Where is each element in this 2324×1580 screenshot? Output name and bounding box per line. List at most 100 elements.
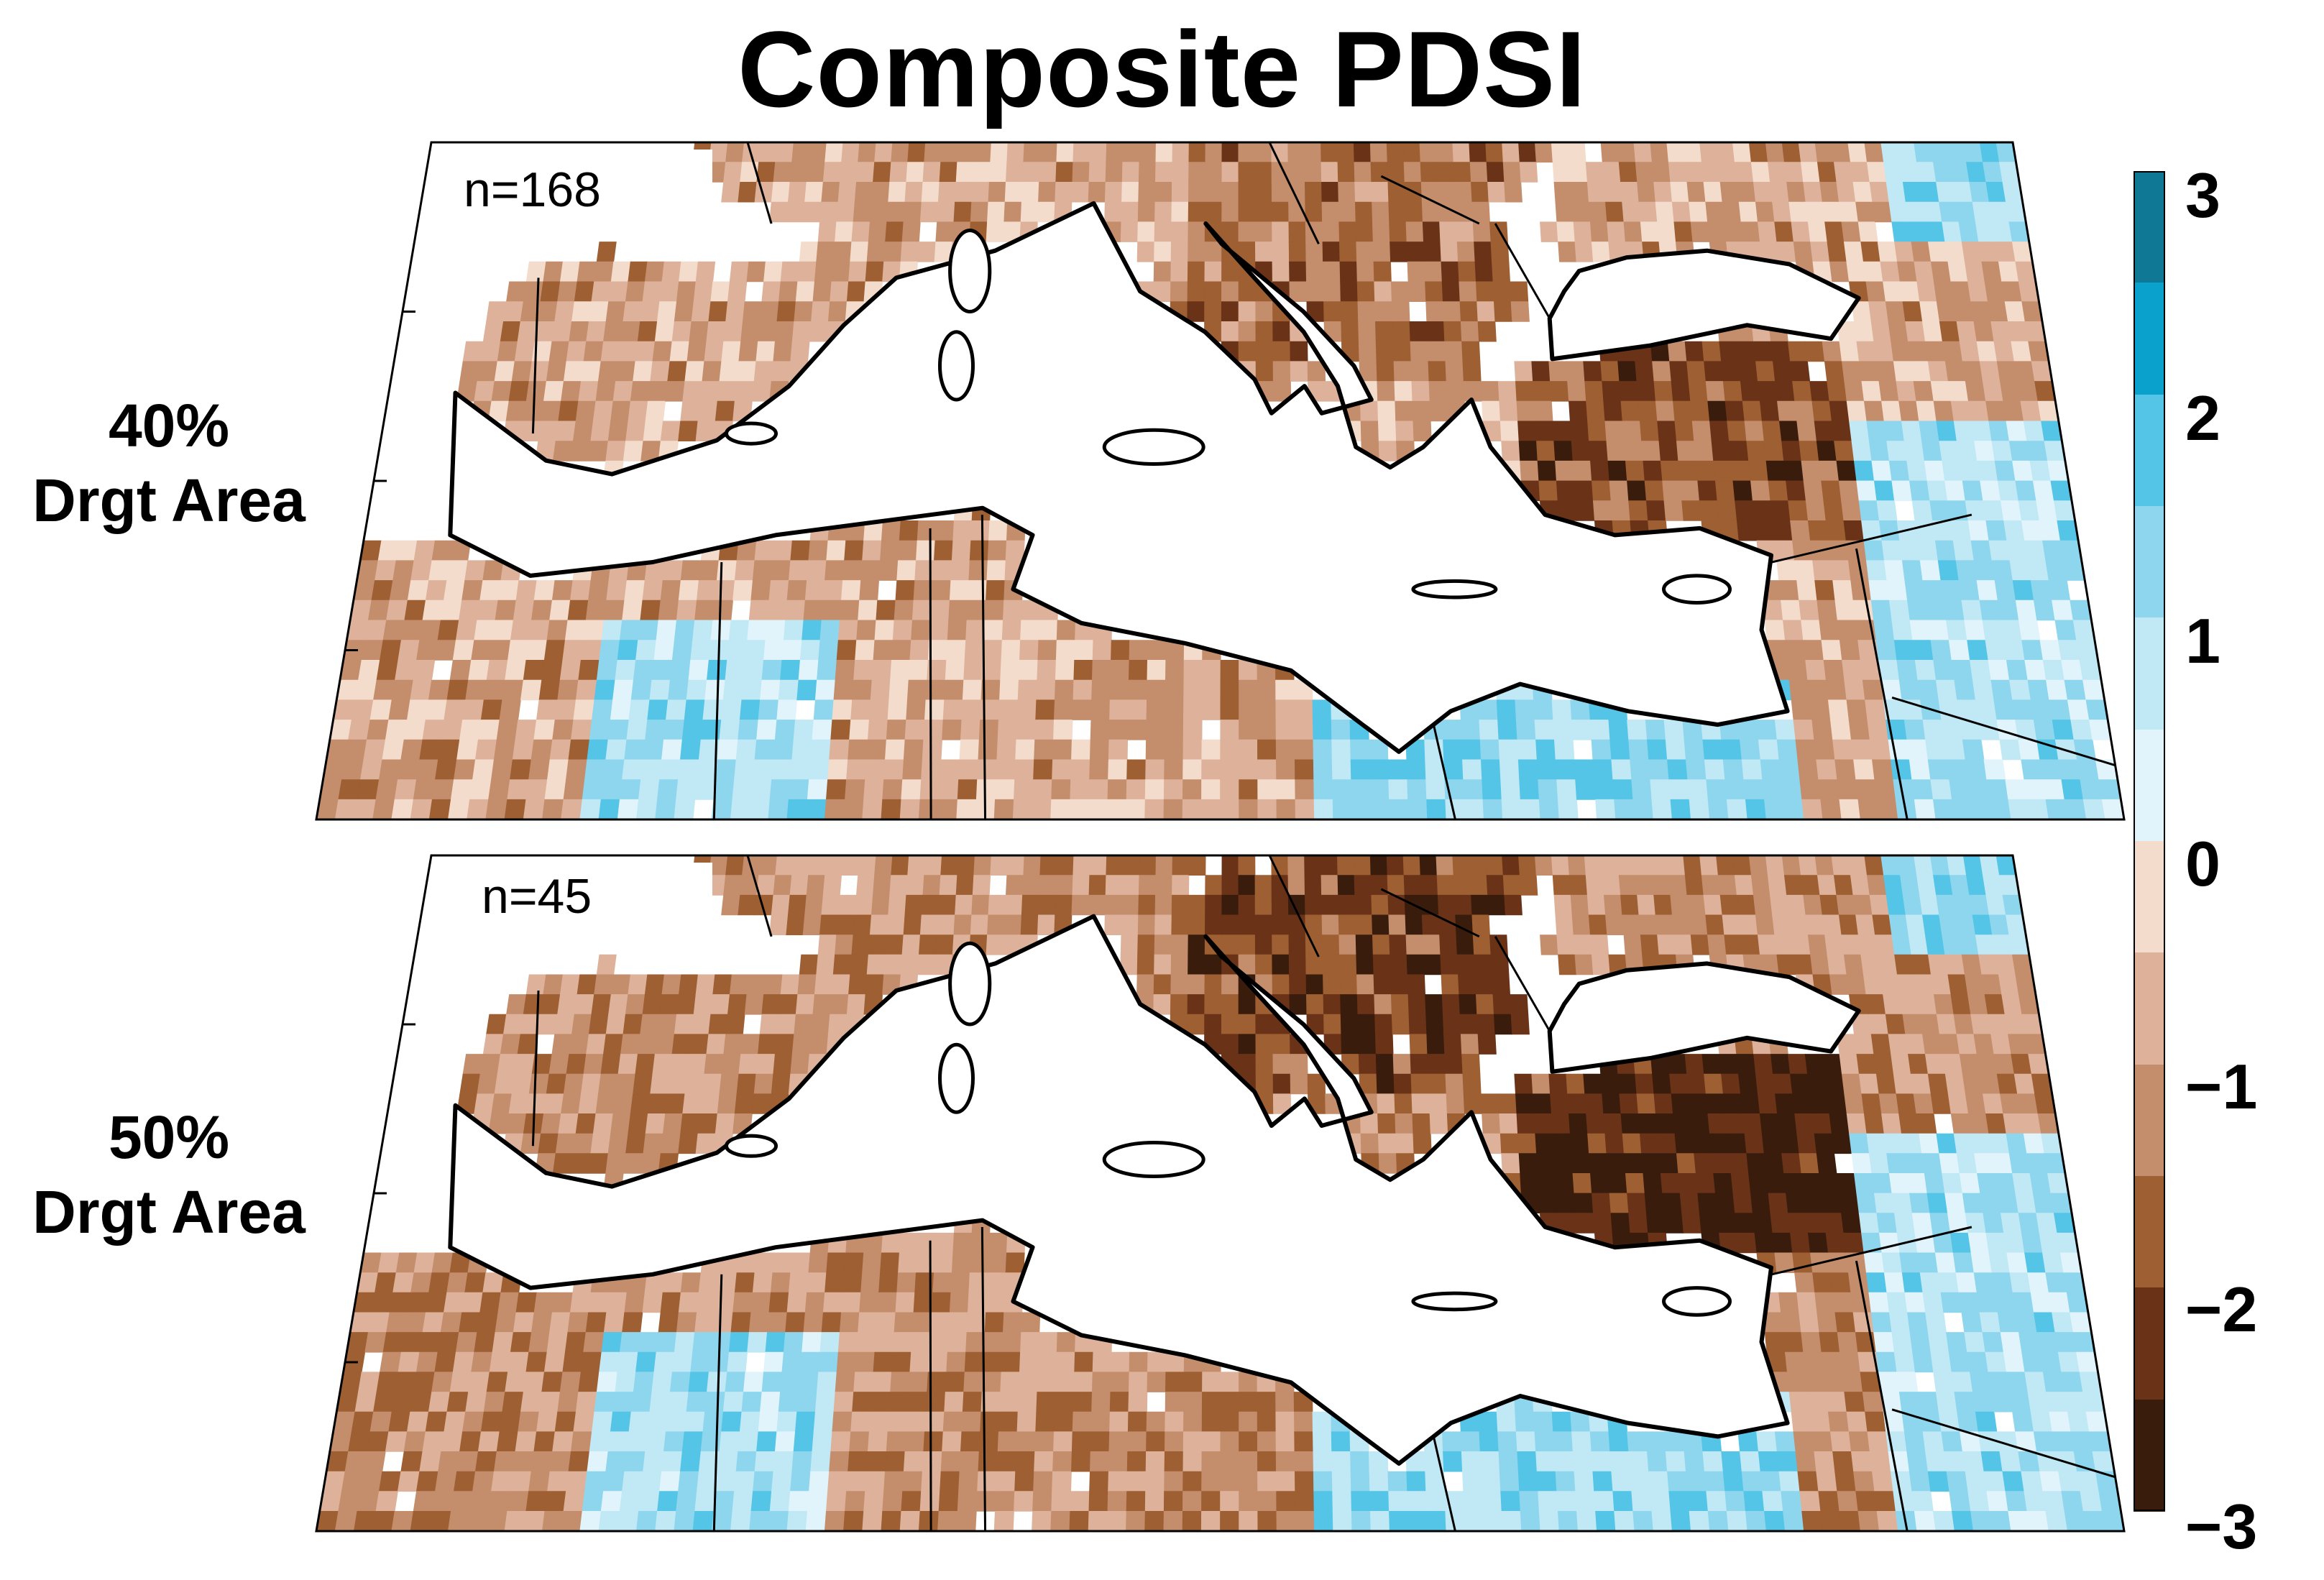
pdsi-cell xyxy=(354,1392,377,1413)
pdsi-cell xyxy=(860,1272,881,1293)
pdsi-cell xyxy=(410,799,433,819)
pdsi-cell xyxy=(791,1451,813,1472)
pdsi-cell xyxy=(1305,974,1324,995)
pdsi-cell xyxy=(1571,1431,1592,1452)
pdsi-cell xyxy=(656,1332,677,1353)
pdsi-cell xyxy=(741,1392,763,1413)
pdsi-cell xyxy=(1322,954,1341,975)
pdsi-cell xyxy=(605,1014,626,1035)
pdsi-cell xyxy=(871,1372,892,1392)
pdsi-cell xyxy=(1572,1173,1592,1194)
pdsi-cell xyxy=(987,1252,1007,1273)
pdsi-cell xyxy=(1021,894,1040,916)
pdsi-cell xyxy=(392,1272,415,1293)
pdsi-cell xyxy=(555,1133,577,1154)
pdsi-cell xyxy=(1254,954,1273,975)
pdsi-cell xyxy=(2023,1133,2045,1154)
pdsi-cell xyxy=(684,1411,706,1433)
pdsi-cell xyxy=(1154,914,1172,935)
pdsi-cell xyxy=(422,1312,444,1333)
pdsi-cell xyxy=(1753,1054,1773,1075)
pdsi-cell xyxy=(558,1113,579,1134)
pdsi-cell xyxy=(942,1431,963,1452)
pdsi-cell xyxy=(1778,1471,1801,1492)
pdsi-cell xyxy=(1014,1491,1034,1512)
pdsi-cell xyxy=(766,1312,788,1333)
pdsi-cell xyxy=(917,954,937,975)
pdsi-cell xyxy=(1136,954,1155,975)
pdsi-cell xyxy=(736,1073,757,1095)
pdsi-cell xyxy=(1973,1034,1995,1055)
pdsi-cell xyxy=(704,1054,725,1075)
pdsi-cell xyxy=(1711,1153,1732,1174)
pdsi-cell xyxy=(1985,1113,2007,1134)
pdsi-cell xyxy=(1791,934,1811,955)
pdsi-cell xyxy=(940,1471,960,1492)
pdsi-cell xyxy=(1459,1014,1479,1035)
pdsi-cell xyxy=(899,1510,921,1531)
pdsi-cell xyxy=(1632,1510,1654,1531)
pdsi-cell xyxy=(1538,1510,1560,1531)
pdsi-cell xyxy=(1289,974,1307,995)
pdsi-cell xyxy=(444,1411,467,1433)
pdsi-cell xyxy=(1975,934,1996,955)
pdsi-cell xyxy=(1891,1193,1913,1213)
pdsi-cell xyxy=(628,974,648,995)
pdsi-cell xyxy=(923,1431,944,1452)
pdsi-cell xyxy=(819,1332,840,1353)
pdsi-cell xyxy=(909,1351,930,1373)
pdsi-cell xyxy=(771,894,791,916)
pdsi-cell xyxy=(1287,875,1305,896)
pdsi-cell xyxy=(1975,1411,1998,1433)
pdsi-cell xyxy=(617,799,639,819)
pdsi-cell xyxy=(353,799,377,819)
pdsi-cell xyxy=(1827,1411,1850,1433)
pdsi-cell xyxy=(1165,1392,1185,1413)
pdsi-cell xyxy=(1805,1372,1827,1392)
pdsi-cell xyxy=(2020,1113,2042,1134)
pdsi-cell xyxy=(1460,1034,1479,1055)
pdsi-cell xyxy=(1872,914,1893,935)
pdsi-cell xyxy=(1979,1073,2001,1095)
pdsi-cell xyxy=(1705,914,1725,935)
pdsi-cell xyxy=(1662,1193,1683,1213)
pdsi-cell xyxy=(932,1272,952,1293)
pdsi-cell xyxy=(830,1431,852,1452)
pdsi-cell xyxy=(993,1510,1014,1531)
pdsi-cell xyxy=(1788,1392,1811,1413)
pdsi-cell xyxy=(1726,1510,1748,1531)
pdsi-cell xyxy=(1295,1510,1315,1531)
pdsi-cell xyxy=(1386,855,1405,876)
pdsi-cell xyxy=(1497,1093,1517,1114)
pdsi-cell xyxy=(372,1510,395,1531)
pdsi-cell xyxy=(1857,1510,1880,1531)
pdsi-cell xyxy=(2077,1471,2100,1492)
pdsi-cell xyxy=(425,1292,448,1313)
pdsi-cell xyxy=(712,974,732,995)
pdsi-cell xyxy=(1839,1510,1861,1531)
pdsi-cell xyxy=(892,1332,913,1353)
pdsi-cell xyxy=(1921,914,1943,935)
pdsi-cell xyxy=(623,1014,643,1035)
pdsi-cell xyxy=(708,1014,728,1035)
pdsi-cell xyxy=(635,799,658,819)
pdsi-cell xyxy=(827,1471,849,1492)
pdsi-cell xyxy=(1853,1173,1875,1194)
pdsi-cell xyxy=(1053,1431,1073,1452)
pdsi-cell xyxy=(1172,855,1190,876)
pdsi-cell xyxy=(1548,1073,1569,1095)
pdsi-cell xyxy=(695,974,716,995)
pdsi-cell xyxy=(1071,1451,1091,1472)
pdsi-cell xyxy=(1574,1193,1594,1213)
pdsi-cell xyxy=(866,954,886,975)
pdsi-cell xyxy=(1669,1073,1689,1095)
pdsi-cell xyxy=(1257,1451,1277,1472)
pdsi-cell xyxy=(2030,1292,2053,1313)
pdsi-cell xyxy=(1908,1054,1929,1075)
pdsi-cell xyxy=(1106,855,1124,876)
pdsi-cell xyxy=(1768,1193,1789,1213)
pdsi-cell xyxy=(719,1073,740,1095)
pdsi-cell xyxy=(738,1431,759,1452)
pdsi-cell xyxy=(1989,1510,2012,1531)
pdsi-cell xyxy=(1800,875,1821,896)
